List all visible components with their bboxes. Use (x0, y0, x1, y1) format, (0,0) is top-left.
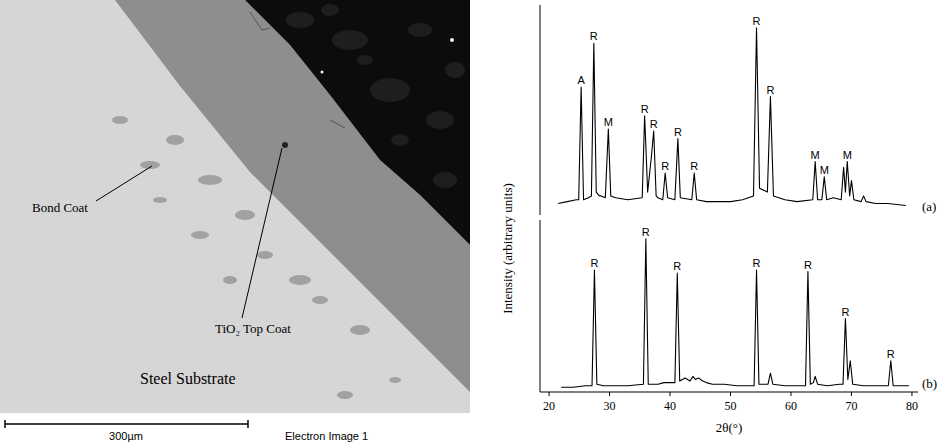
x-tick (670, 392, 671, 396)
texture (112, 116, 128, 124)
panel-label: (b) (922, 376, 937, 391)
scale-bar (4, 420, 6, 428)
texture (198, 175, 222, 185)
texture (257, 251, 273, 259)
texture (450, 38, 454, 42)
label: TiO₂ Top Coat (215, 321, 291, 336)
xrd-pattern (558, 28, 906, 206)
texture (445, 62, 465, 78)
x-tick (851, 392, 852, 396)
texture (321, 4, 339, 16)
texture (223, 276, 237, 284)
x-tick (730, 392, 731, 396)
texture (337, 391, 353, 399)
peak-label: R (642, 226, 650, 238)
leader-line (96, 166, 152, 201)
label: Bond Coat (32, 200, 88, 215)
steel-substrate-region (0, 0, 470, 413)
peak-label: A (577, 74, 585, 86)
scale-bar (5, 423, 248, 425)
peak-label: R (804, 259, 812, 271)
xrd-panel: ARMRRRRRRRMMM(a) (540, 5, 936, 215)
texture (286, 12, 314, 28)
y-axis (540, 5, 541, 215)
texture (153, 197, 167, 203)
texture (321, 71, 324, 74)
texture (408, 23, 432, 37)
scale-label: 300µm (109, 430, 143, 442)
y-axis-title: Intensity (arbitrary units) (500, 183, 515, 314)
xrd-panel: 20 30 40 50 60 70 80 R R R R R R R (b) 2θ(°) (540, 220, 937, 435)
texture (426, 111, 454, 129)
plot-area (561, 239, 909, 388)
peak-label: M (811, 149, 820, 161)
peak-label: R (641, 103, 649, 115)
texture (191, 231, 209, 239)
x-tick (549, 392, 550, 396)
x-tick-label: 50 (725, 399, 737, 413)
leader-line (242, 148, 282, 318)
texture (332, 30, 368, 50)
y-axis (540, 220, 541, 392)
peak-label: R (753, 15, 761, 27)
texture (166, 135, 184, 145)
x-tick (790, 392, 791, 396)
x-tick-label: 30 (604, 399, 616, 413)
label: Steel Substrate (140, 370, 236, 387)
x-tick-label: 40 (664, 399, 676, 413)
top-coat-region (115, 0, 470, 392)
caption: Electron Image 1 (285, 430, 368, 442)
peak-label: R (673, 260, 681, 272)
xrd-pattern (561, 239, 909, 388)
texture (391, 134, 409, 146)
texture (235, 210, 255, 220)
texture (433, 172, 457, 188)
peak-label: R (887, 348, 895, 360)
texture (289, 275, 311, 285)
figure: Bond Coat TiO₂ Top Coat Steel Substrate 300… (0, 0, 949, 447)
peak-label: R (661, 160, 669, 172)
texture (282, 142, 288, 148)
peak-label: R (590, 30, 598, 42)
peak-label: R (753, 257, 761, 269)
texture (312, 296, 328, 304)
plot-area (558, 28, 906, 206)
x-tick (609, 392, 610, 396)
peak-label: R (841, 306, 849, 318)
peak-label: M (604, 116, 613, 128)
x-tick-label: 80 (906, 399, 918, 413)
x-axis (540, 392, 918, 393)
micrograph: Bond Coat TiO₂ Top Coat Steel Substrate (0, 0, 470, 413)
peak-label: R (766, 84, 774, 96)
texture (370, 78, 410, 102)
x-axis-title: 2θ(°) (716, 420, 743, 435)
peak-label: R (690, 160, 698, 172)
x-tick-label: 60 (785, 399, 797, 413)
x-tick-label: 70 (845, 399, 857, 413)
x-tick (911, 392, 912, 396)
peak-label: R (650, 118, 658, 130)
texture (350, 325, 370, 335)
mount-region (245, 0, 470, 245)
texture (389, 377, 401, 383)
texture (357, 55, 373, 65)
peak-label: R (674, 126, 682, 138)
peak-label: M (843, 149, 852, 161)
peak-label: M (820, 164, 829, 176)
x-tick-label: 20 (543, 399, 555, 413)
texture (250, 12, 345, 128)
scale-bar (247, 420, 249, 428)
panel-label: (a) (922, 199, 936, 214)
peak-label: R (590, 257, 598, 269)
